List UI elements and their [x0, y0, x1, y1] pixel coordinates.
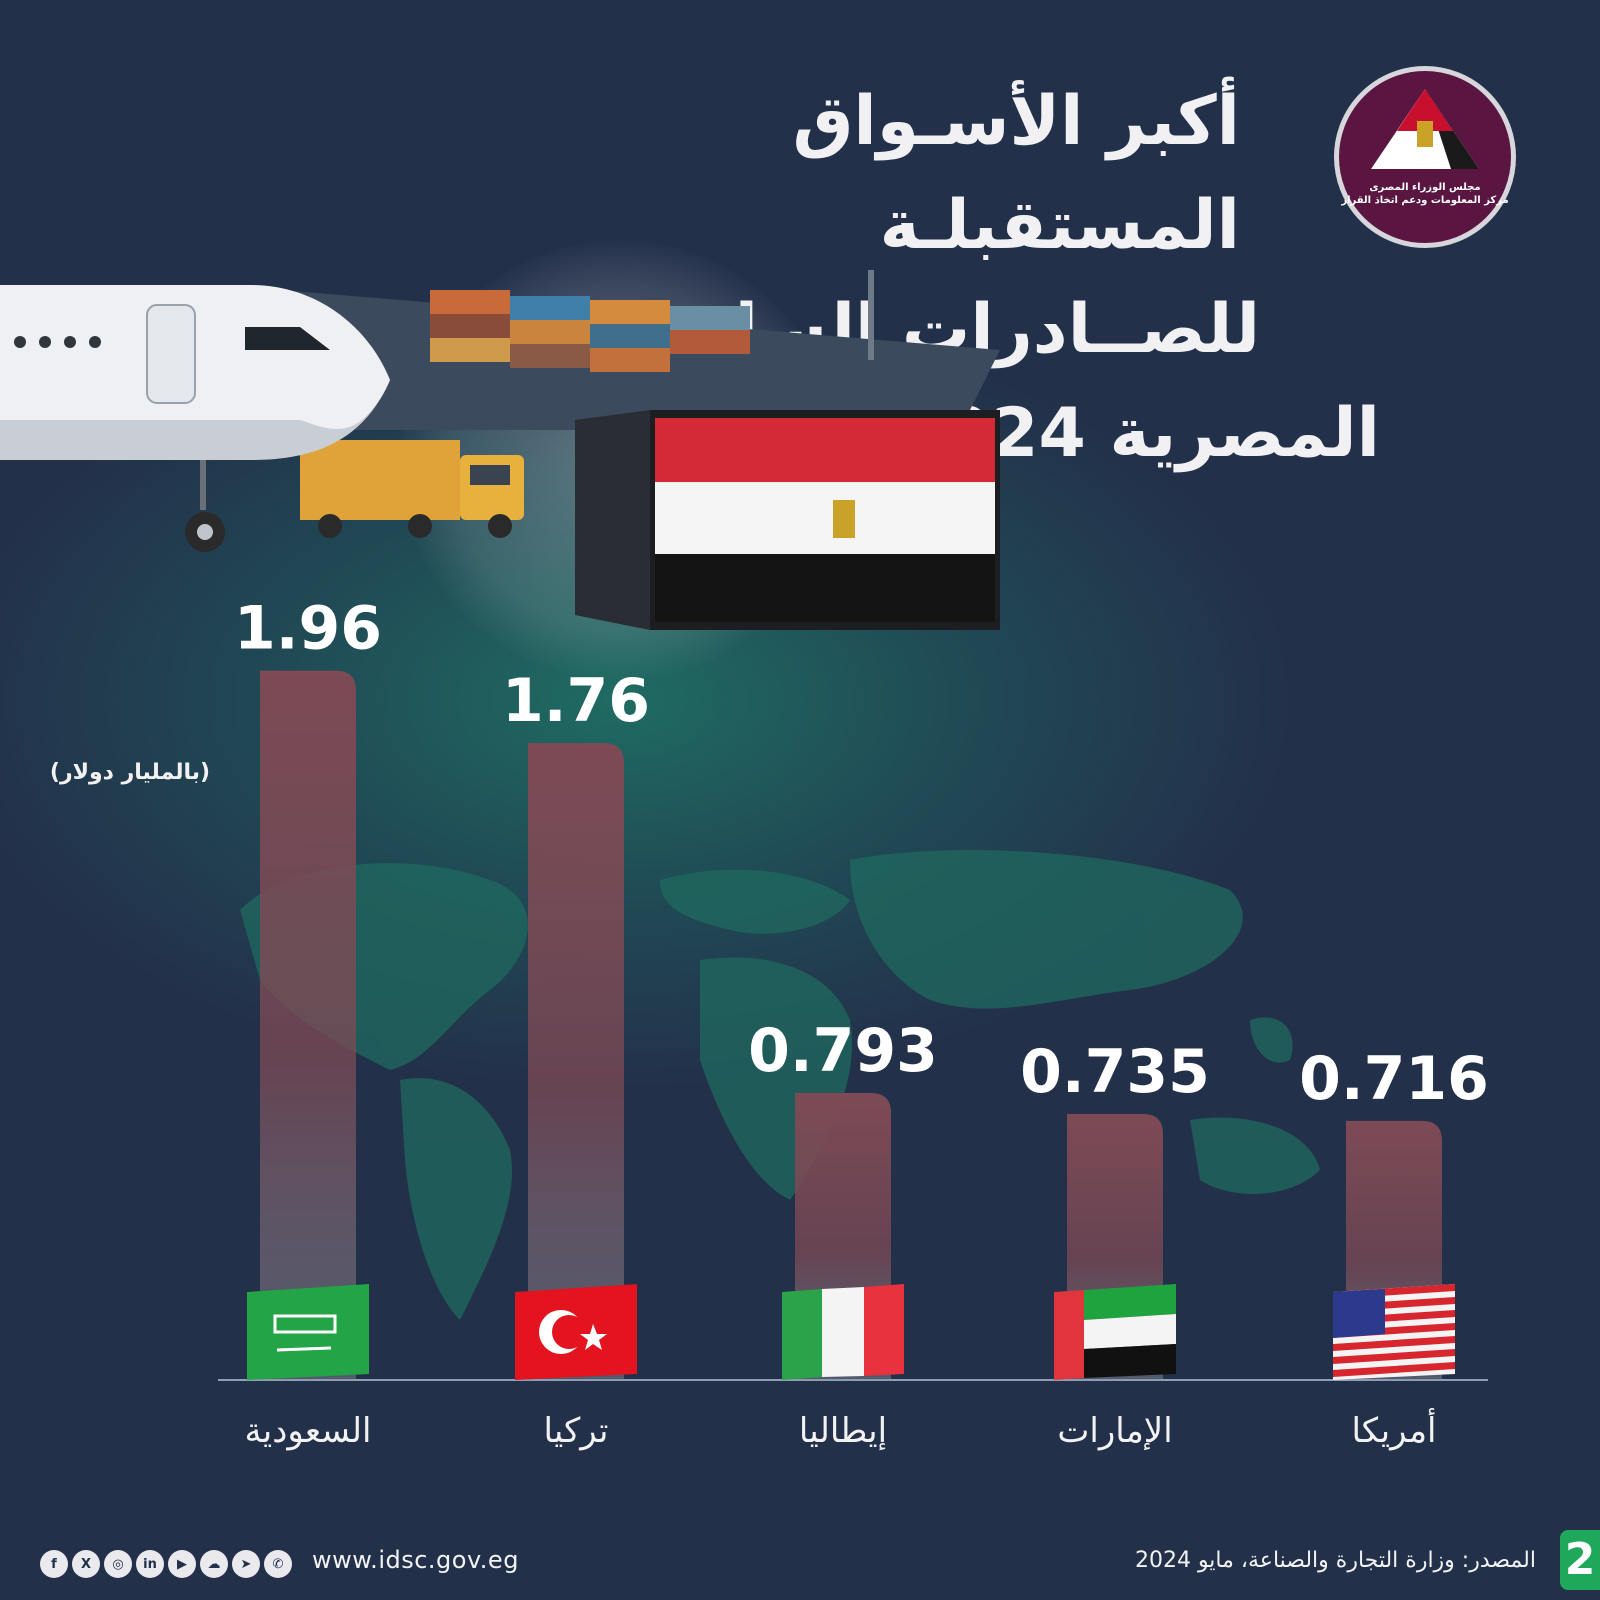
page-number-badge: 2: [1560, 1530, 1600, 1590]
bar-value-label-2: 0.793: [748, 1016, 938, 1086]
social-icons-row: f X ◎ in ▶ ☁ ➤ ✆: [40, 1550, 292, 1578]
category-label-1: تركيا: [543, 1411, 608, 1451]
usa-flag-icon: [1333, 1284, 1455, 1380]
website-link[interactable]: www.idsc.gov.eg: [312, 1546, 519, 1574]
category-label-3: الإمارات: [1057, 1411, 1172, 1451]
category-label-0: السعودية: [245, 1411, 372, 1451]
youtube-icon[interactable]: ▶: [168, 1550, 196, 1578]
source-note: المصدر: وزارة التجارة والصناعة، مايو 202…: [1134, 1548, 1536, 1573]
category-label-4: أمريكا: [1351, 1408, 1436, 1451]
bar-value-label-1: 1.76: [502, 666, 650, 736]
unit-label: (بالمليار دولار): [49, 760, 211, 785]
eagle-emblem-icon: [1371, 89, 1479, 169]
title-line-1: أكبر الأسـواق المستقبلـة: [792, 82, 1240, 265]
bar-value-label-0: 1.96: [234, 594, 382, 664]
logo-line-1: مجلس الوزراء المصرى: [1369, 182, 1481, 193]
telegram-icon[interactable]: ➤: [232, 1550, 260, 1578]
category-label-2: إيطاليا: [799, 1411, 887, 1451]
whatsapp-icon[interactable]: ✆: [264, 1550, 292, 1578]
bar-1: [528, 743, 624, 1380]
idsc-logo: مجلس الوزراء المصرى مركز المعلومات ودعم …: [1334, 66, 1516, 248]
linkedin-icon[interactable]: in: [136, 1550, 164, 1578]
cargo-ship-icon: [280, 270, 1000, 430]
logo-line-2: مركز المعلومات ودعم اتخاذ القرار: [1341, 195, 1509, 206]
saudi-flag-icon: [247, 1284, 369, 1380]
x-icon[interactable]: X: [72, 1550, 100, 1578]
bar-value-label-4: 0.716: [1299, 1044, 1489, 1114]
uae-flag-icon: [1054, 1284, 1176, 1380]
egypt-flag-container-icon: [575, 410, 1000, 630]
soundcloud-icon[interactable]: ☁: [200, 1550, 228, 1578]
airplane-icon: [0, 285, 390, 552]
truck-icon: [300, 440, 524, 538]
italy-flag-icon: [782, 1284, 904, 1380]
instagram-icon[interactable]: ◎: [104, 1550, 132, 1578]
facebook-icon[interactable]: f: [40, 1550, 68, 1578]
bar-0: [260, 670, 356, 1380]
turkey-flag-icon: [515, 1284, 637, 1380]
bar-value-label-3: 0.735: [1020, 1037, 1210, 1107]
transport-scene-illustration: [0, 270, 1000, 630]
